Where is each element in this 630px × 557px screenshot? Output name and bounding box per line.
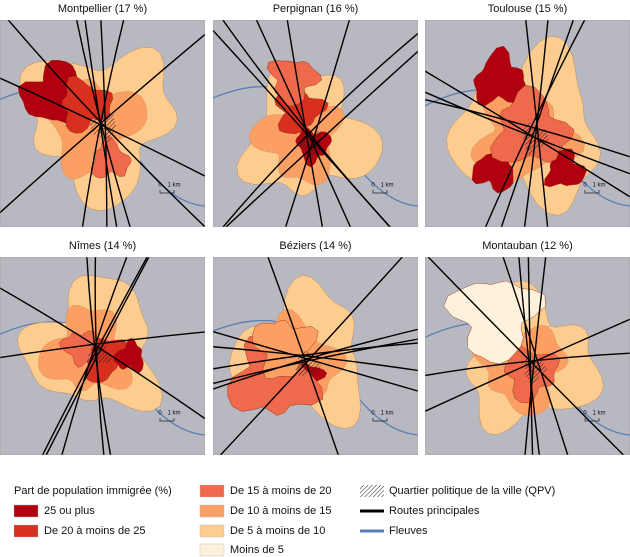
road	[518, 257, 541, 455]
road	[500, 20, 575, 227]
map-panel	[425, 20, 630, 227]
scale-km: 1 km	[380, 183, 393, 189]
scale-bar	[159, 190, 175, 194]
scale-km: 1 km	[380, 411, 393, 417]
scale-bar	[584, 190, 600, 194]
map-panel	[213, 20, 418, 227]
legend-label: De 20 à moins de 25	[44, 525, 146, 537]
scale-km: 1 km	[592, 411, 605, 417]
legend-label: De 5 à moins de 10	[230, 525, 325, 537]
road	[213, 328, 418, 390]
scale-zero: 0	[371, 183, 375, 189]
scale-bar	[372, 190, 388, 194]
road	[524, 257, 547, 455]
road	[7, 20, 205, 227]
road	[86, 257, 112, 455]
legend-swatch	[199, 524, 225, 538]
legend-swatch	[13, 524, 39, 538]
road	[484, 20, 586, 227]
road	[0, 33, 205, 214]
legend-label: De 15 à moins de 20	[230, 485, 332, 497]
road	[213, 29, 391, 227]
road	[45, 257, 150, 455]
legend-label: Moins de 5	[230, 544, 284, 556]
area	[90, 135, 132, 179]
scale-zero: 0	[583, 183, 587, 189]
legend-swatch	[199, 504, 225, 518]
legend-swatch	[199, 543, 225, 557]
legend-title: Part de population immigrée (%)	[14, 485, 172, 497]
panel-title: Toulouse (15 %)	[488, 3, 568, 15]
road	[527, 257, 534, 455]
legend-swatch	[13, 504, 39, 518]
road	[525, 20, 549, 227]
road	[425, 98, 630, 158]
road	[75, 20, 131, 227]
scale-bar	[159, 418, 175, 422]
scale-km: 1 km	[592, 183, 605, 189]
legend-swatch	[199, 484, 225, 498]
road	[213, 338, 418, 385]
panel-title: Nîmes (14 %)	[69, 240, 136, 252]
road	[41, 257, 148, 455]
road	[61, 257, 128, 455]
legend-label: Quartier politique de la ville (QPV)	[389, 485, 555, 497]
road	[219, 257, 404, 455]
scale-bar	[584, 418, 600, 422]
area	[443, 280, 546, 365]
map-panel	[425, 257, 630, 455]
legend-swatch	[360, 485, 384, 497]
map-panel	[0, 20, 205, 227]
road	[0, 331, 205, 359]
qpv	[86, 341, 113, 366]
panel-title: Montpellier (17 %)	[58, 3, 147, 15]
scale-zero: 0	[158, 411, 162, 417]
scale-km: 1 km	[167, 183, 180, 189]
scale-bar	[372, 418, 388, 422]
road	[94, 257, 105, 455]
legend-label: Fleuves	[389, 525, 428, 537]
panel-title: Béziers (14 %)	[279, 240, 351, 252]
road	[523, 20, 549, 227]
scale-km: 1 km	[167, 411, 180, 417]
scale-zero: 0	[371, 411, 375, 417]
map-panel	[213, 257, 418, 455]
panel-title: Perpignan (16 %)	[273, 3, 359, 15]
road	[286, 20, 324, 227]
road	[100, 20, 108, 227]
road	[502, 257, 569, 455]
legend-label: De 10 à moins de 15	[230, 505, 332, 517]
road	[213, 342, 418, 370]
scale-zero: 0	[158, 183, 162, 189]
road	[284, 20, 351, 227]
scale-zero: 0	[583, 411, 587, 417]
map-panel	[0, 257, 205, 455]
road	[224, 50, 418, 227]
legend-label: 25 ou plus	[44, 505, 95, 517]
legend-label: Routes principales	[389, 505, 480, 517]
road	[425, 70, 630, 198]
panel-title: Montauban (12 %)	[482, 240, 573, 252]
